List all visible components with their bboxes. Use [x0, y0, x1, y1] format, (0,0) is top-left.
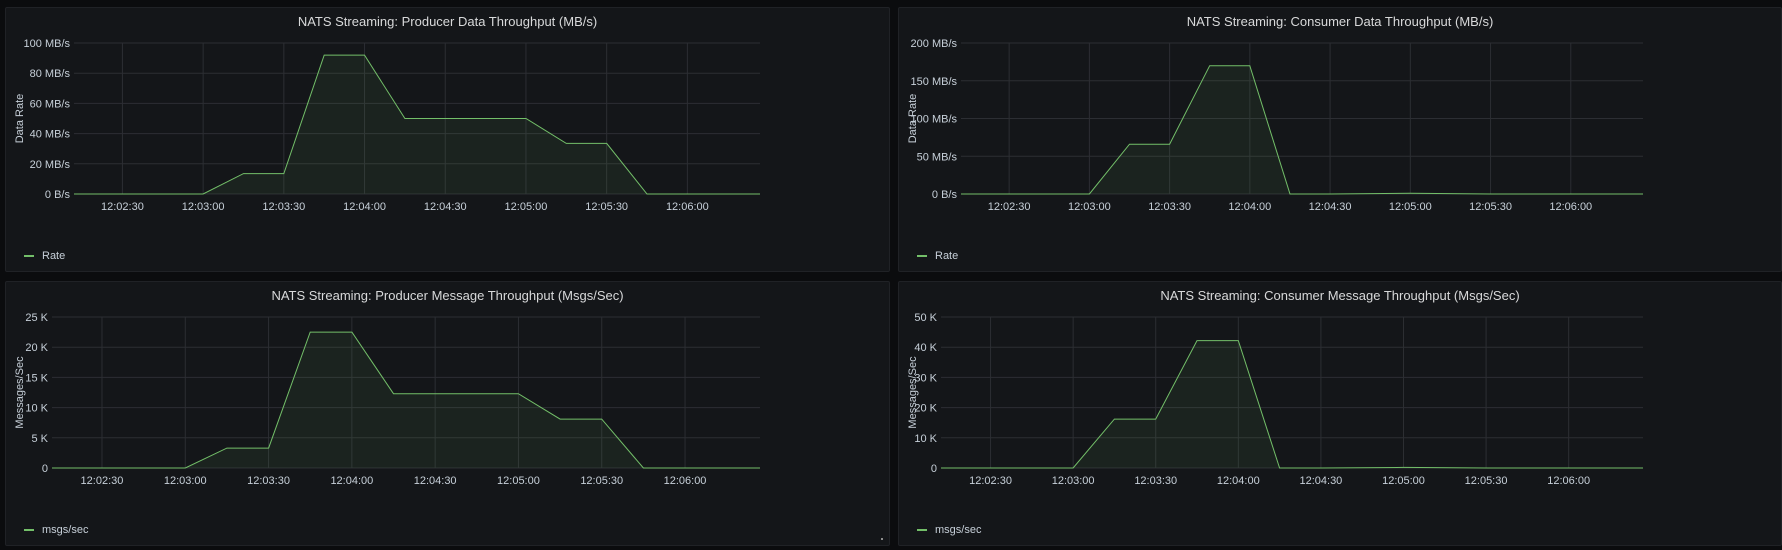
y-tick-label: 10 K [914, 433, 937, 445]
series-line [941, 340, 1643, 469]
y-tick-label: 5 K [31, 433, 48, 445]
x-tick-label: 12:05:00 [505, 201, 548, 213]
x-tick-label: 12:03:00 [1052, 475, 1095, 487]
legend-label: Rate [42, 250, 66, 262]
x-tick-label: 12:06:00 [1547, 475, 1590, 487]
y-tick-label: 0 [42, 463, 48, 475]
series-area [74, 55, 760, 194]
y-tick-label: 200 MB/s [911, 38, 958, 50]
y-tick-label: 0 B/s [45, 189, 71, 201]
resize-handle[interactable] [881, 538, 883, 540]
x-tick-label: 12:02:30 [969, 475, 1012, 487]
y-tick-label: 10 K [25, 403, 48, 415]
y-axis-label: Data Rate [907, 94, 919, 144]
x-tick-label: 12:04:00 [330, 475, 373, 487]
legend-swatch [917, 255, 927, 257]
consumer-message-throughput-panel: NATS Streaming: Consumer Message Through… [898, 281, 1782, 546]
x-tick-label: 12:05:30 [1469, 201, 1512, 213]
y-tick-label: 80 MB/s [30, 68, 71, 80]
x-tick-label: 12:03:30 [262, 201, 305, 213]
y-tick-label: 20 K [25, 342, 48, 354]
legend[interactable]: Rate [917, 250, 958, 262]
x-tick-label: 12:04:30 [424, 201, 467, 213]
series-area [961, 65, 1643, 194]
legend-swatch [24, 255, 34, 257]
x-tick-label: 12:04:00 [343, 201, 386, 213]
x-tick-label: 12:04:00 [1217, 475, 1260, 487]
x-tick-label: 12:03:00 [182, 201, 225, 213]
x-tick-label: 12:05:30 [585, 201, 628, 213]
consumer-data-throughput-panel: NATS Streaming: Consumer Data Throughput… [898, 7, 1782, 272]
x-tick-label: 12:03:30 [247, 475, 290, 487]
x-tick-label: 12:02:30 [988, 201, 1031, 213]
legend[interactable]: msgs/sec [24, 524, 88, 536]
y-axis-label: Messages/Sec [907, 356, 919, 429]
x-tick-label: 12:05:00 [1389, 201, 1432, 213]
producer-data-throughput-chart: 0 B/s 20 MB/s 40 MB/s 60 MB/s 80 MB/s 100 MB/… [14, 38, 760, 213]
y-tick-label: 100 MB/s [911, 114, 958, 126]
legend-swatch [917, 529, 927, 531]
y-tick-label: 50 K [914, 312, 937, 324]
y-tick-label: 60 MB/s [30, 98, 71, 110]
x-tick-label: 12:04:30 [1299, 475, 1342, 487]
legend-label: Rate [935, 250, 959, 262]
y-tick-label: 50 MB/s [917, 151, 958, 163]
consumer-message-throughput-chart: 0 10 K 20 K 30 K 40 K 50 K 12:02:30 12:03:00 12:… [907, 312, 1643, 487]
x-tick-label: 12:02:30 [101, 201, 144, 213]
y-tick-label: 20 K [914, 403, 937, 415]
y-tick-label: 0 [931, 463, 937, 475]
panel-title[interactable]: NATS Streaming: Consumer Message Through… [1160, 288, 1520, 303]
legend-swatch [24, 529, 34, 531]
legend[interactable]: msgs/sec [917, 524, 981, 536]
series-line [52, 331, 760, 469]
series-area [941, 340, 1643, 468]
y-axis-label: Messages/Sec [14, 356, 26, 429]
producer-message-throughput-panel: NATS Streaming: Producer Message Through… [5, 281, 890, 546]
x-tick-label: 12:05:30 [1465, 475, 1508, 487]
y-tick-label: 25 K [25, 312, 48, 324]
x-tick-label: 12:06:00 [664, 475, 707, 487]
x-tick-label: 12:06:00 [1549, 201, 1592, 213]
legend-label: msgs/sec [42, 524, 89, 536]
x-tick-label: 12:03:30 [1134, 475, 1177, 487]
x-tick-label: 12:03:00 [164, 475, 207, 487]
legend-label: msgs/sec [935, 524, 982, 536]
x-tick-label: 12:04:30 [414, 475, 457, 487]
x-tick-label: 12:06:00 [666, 201, 709, 213]
y-tick-label: 40 MB/s [30, 129, 71, 141]
y-tick-label: 20 MB/s [30, 159, 71, 171]
x-tick-label: 12:04:30 [1309, 201, 1352, 213]
y-tick-label: 15 K [25, 372, 48, 384]
x-tick-label: 12:03:00 [1068, 201, 1111, 213]
series-line [74, 54, 760, 195]
y-tick-label: 30 K [914, 372, 937, 384]
x-tick-label: 12:05:30 [580, 475, 623, 487]
producer-data-throughput-panel: NATS Streaming: Producer Data Throughput… [5, 7, 890, 272]
panel-title[interactable]: NATS Streaming: Producer Data Throughput… [297, 14, 598, 29]
panel-title[interactable]: NATS Streaming: Consumer Data Throughput… [1186, 14, 1494, 29]
y-tick-label: 0 B/s [932, 189, 958, 201]
y-tick-label: 150 MB/s [911, 76, 958, 88]
x-tick-label: 12:02:30 [81, 475, 124, 487]
series-line [961, 65, 1643, 195]
x-tick-label: 12:03:30 [1148, 201, 1191, 213]
panel-title[interactable]: NATS Streaming: Producer Message Through… [271, 288, 624, 303]
legend[interactable]: Rate [24, 250, 65, 262]
consumer-data-throughput-chart: 0 B/s 50 MB/s 100 MB/s 150 MB/s 200 MB/s 12:0… [907, 38, 1643, 213]
x-tick-label: 12:05:00 [1382, 475, 1425, 487]
x-tick-label: 12:04:00 [1228, 201, 1271, 213]
x-tick-label: 12:05:00 [497, 475, 540, 487]
y-axis-label: Data Rate [14, 94, 26, 144]
y-tick-label: 100 MB/s [24, 38, 71, 50]
series-area [52, 332, 760, 468]
y-tick-label: 40 K [914, 342, 937, 354]
producer-message-throughput-chart: 0 5 K 10 K 15 K 20 K 25 K 12:02:30 12:03:00 12:0… [14, 312, 760, 487]
